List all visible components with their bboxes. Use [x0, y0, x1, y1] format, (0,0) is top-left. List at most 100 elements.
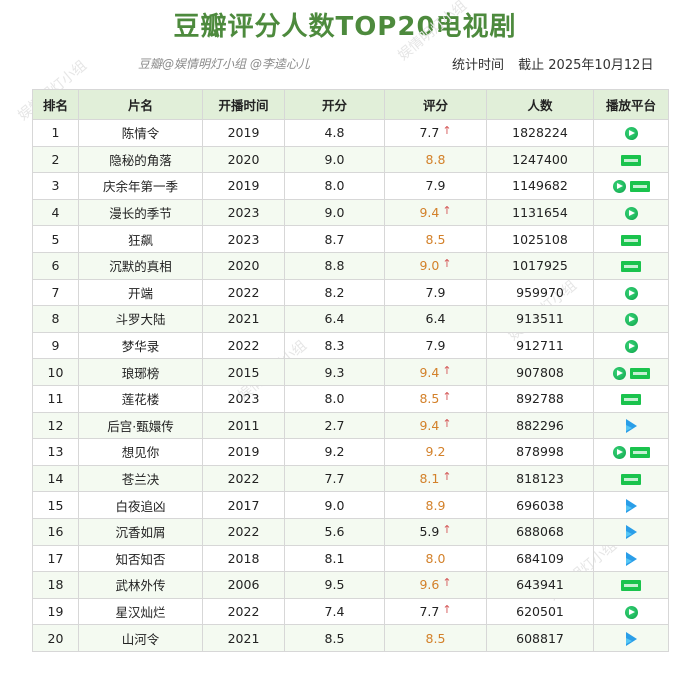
count-cell-text: 696038 — [516, 497, 564, 513]
arrow-up-icon: ↑ — [442, 523, 452, 537]
header-rank: 排名 — [32, 89, 79, 120]
title-cell-text: 沉默的真相 — [109, 259, 172, 275]
table-row: 11 莲花楼 2023 8.0 8.5 ↑ 892788 — [32, 384, 669, 413]
opening-score-cell-text: 8.0 — [324, 391, 345, 407]
rank-cell-text: 12 — [47, 417, 64, 433]
premiere-cell-text: 2021 — [227, 311, 260, 327]
count-cell: 913511 — [486, 305, 594, 333]
premiere-cell-text: 2022 — [227, 603, 260, 619]
rank-cell: 7 — [32, 278, 79, 307]
count-cell-text: 1149682 — [512, 178, 568, 194]
score-cell: 8.5 — [384, 225, 487, 253]
count-cell: 818123 — [486, 464, 594, 493]
table-row: 12 后宫·甄嬛传 2011 2.7 9.4 ↑ 882296 — [32, 411, 669, 440]
table-row: 2 隐秘的角落 2020 9.0 8.8 1247400 — [32, 145, 669, 174]
stat-date: 截止 2025年10月12日 — [518, 58, 654, 73]
credit-line: 豆瓣@娱情明灯小组 @李逵心儿 — [138, 57, 310, 71]
opening-score-cell-text: 8.0 — [324, 178, 345, 194]
count-cell-text: 620501 — [516, 603, 564, 619]
premiere-cell-text: 2020 — [227, 151, 260, 167]
platform-cell — [593, 384, 669, 413]
opening-score-cell: 9.5 — [284, 571, 385, 599]
premiere-cell-text: 2023 — [227, 231, 260, 247]
count-cell-text: 818123 — [516, 471, 564, 487]
premiere-cell: 2022 — [202, 331, 285, 360]
opening-score-cell: 9.3 — [284, 358, 385, 386]
title-cell-text: 莲花楼 — [121, 392, 160, 408]
table-row: 18 武林外传 2006 9.5 9.6 ↑ 643941 — [32, 571, 669, 599]
premiere-cell: 2021 — [202, 624, 285, 652]
count-cell: 1131654 — [486, 198, 594, 227]
premiere-cell: 2018 — [202, 544, 285, 573]
score-cell: 9.2 — [384, 438, 487, 466]
title-cell-text: 隐秘的角落 — [109, 152, 172, 168]
premiere-cell: 2006 — [202, 571, 285, 599]
tencent-video-icon — [624, 340, 638, 354]
premiere-cell-text: 2022 — [227, 471, 260, 487]
premiere-cell: 2020 — [202, 145, 285, 174]
premiere-cell-text: 2019 — [227, 444, 260, 460]
count-cell: 1828224 — [486, 119, 594, 147]
opening-score-cell: 9.0 — [284, 491, 385, 519]
premiere-cell-text: 2022 — [227, 524, 260, 540]
premiere-cell: 2020 — [202, 251, 285, 280]
platform-cell — [593, 305, 669, 333]
opening-score-cell-text: 7.4 — [324, 603, 345, 619]
opening-score-cell: 2.7 — [284, 411, 385, 440]
premiere-cell: 2022 — [202, 464, 285, 493]
platform-cell — [593, 597, 669, 626]
title-cell-text: 沉香如屑 — [115, 525, 166, 541]
title-cell-text: 苍兰决 — [121, 472, 160, 488]
title-cell: 后宫·甄嬛传 — [78, 411, 203, 440]
opening-score-cell-text: 9.0 — [324, 205, 345, 221]
platform-cell — [593, 491, 669, 519]
platform-cell — [593, 624, 669, 652]
platform-cell — [593, 464, 669, 493]
title-cell: 漫长的季节 — [78, 198, 203, 227]
opening-score-cell-text: 9.0 — [324, 151, 345, 167]
platform-cell — [593, 517, 669, 546]
rank-cell: 2 — [32, 145, 79, 174]
score-cell: 7.7 ↑ — [384, 119, 487, 147]
title-cell: 苍兰决 — [78, 464, 203, 493]
count-cell-text: 1025108 — [512, 231, 568, 247]
score-cell: 8.8 — [384, 145, 487, 174]
opening-score-cell-text: 7.7 — [324, 471, 345, 487]
premiere-cell-text: 2023 — [227, 391, 260, 407]
score-cell-text: 8.0 — [425, 550, 446, 566]
title-cell-text: 知否知否 — [115, 551, 166, 567]
rank-cell: 14 — [32, 464, 79, 493]
opening-score-cell-text: 8.3 — [324, 338, 345, 354]
youku-icon — [625, 525, 637, 540]
score-cell: 8.0 — [384, 544, 487, 573]
header-opening-score: 开分 — [284, 89, 385, 120]
title-cell-text: 白夜追凶 — [115, 498, 166, 514]
score-cell: 5.9 ↑ — [384, 517, 487, 546]
score-cell-text: 8.5 — [419, 391, 440, 407]
iqiyi-icon — [629, 447, 650, 459]
count-cell-text: 959970 — [516, 284, 564, 300]
score-cell-text: 7.7 — [419, 603, 440, 619]
score-cell: 7.9 — [384, 331, 487, 360]
opening-score-cell-text: 8.2 — [324, 284, 345, 300]
score-cell-text: 8.1 — [419, 471, 440, 487]
arrow-up-icon: ↑ — [442, 257, 452, 271]
table-row: 10 琅琊榜 2015 9.3 9.4 ↑ 907808 — [32, 358, 669, 386]
table-row: 9 梦华录 2022 8.3 7.9 912711 — [32, 331, 669, 360]
tencent-video-icon — [624, 313, 638, 327]
title-cell: 庆余年第一季 — [78, 172, 203, 200]
count-cell-text: 608817 — [516, 630, 564, 646]
opening-score-cell-text: 8.5 — [324, 630, 345, 646]
opening-score-cell: 8.2 — [284, 278, 385, 307]
count-cell: 892788 — [486, 384, 594, 413]
count-cell: 684109 — [486, 544, 594, 573]
count-cell: 882296 — [486, 411, 594, 440]
youku-icon — [625, 631, 637, 646]
title-cell: 梦华录 — [78, 331, 203, 360]
premiere-cell-text: 2011 — [227, 417, 260, 433]
opening-score-cell: 8.7 — [284, 225, 385, 253]
opening-score-cell: 9.0 — [284, 198, 385, 227]
rank-cell-text: 11 — [47, 391, 64, 407]
score-cell-text: 7.9 — [425, 178, 446, 194]
score-cell: 9.0 ↑ — [384, 251, 487, 280]
